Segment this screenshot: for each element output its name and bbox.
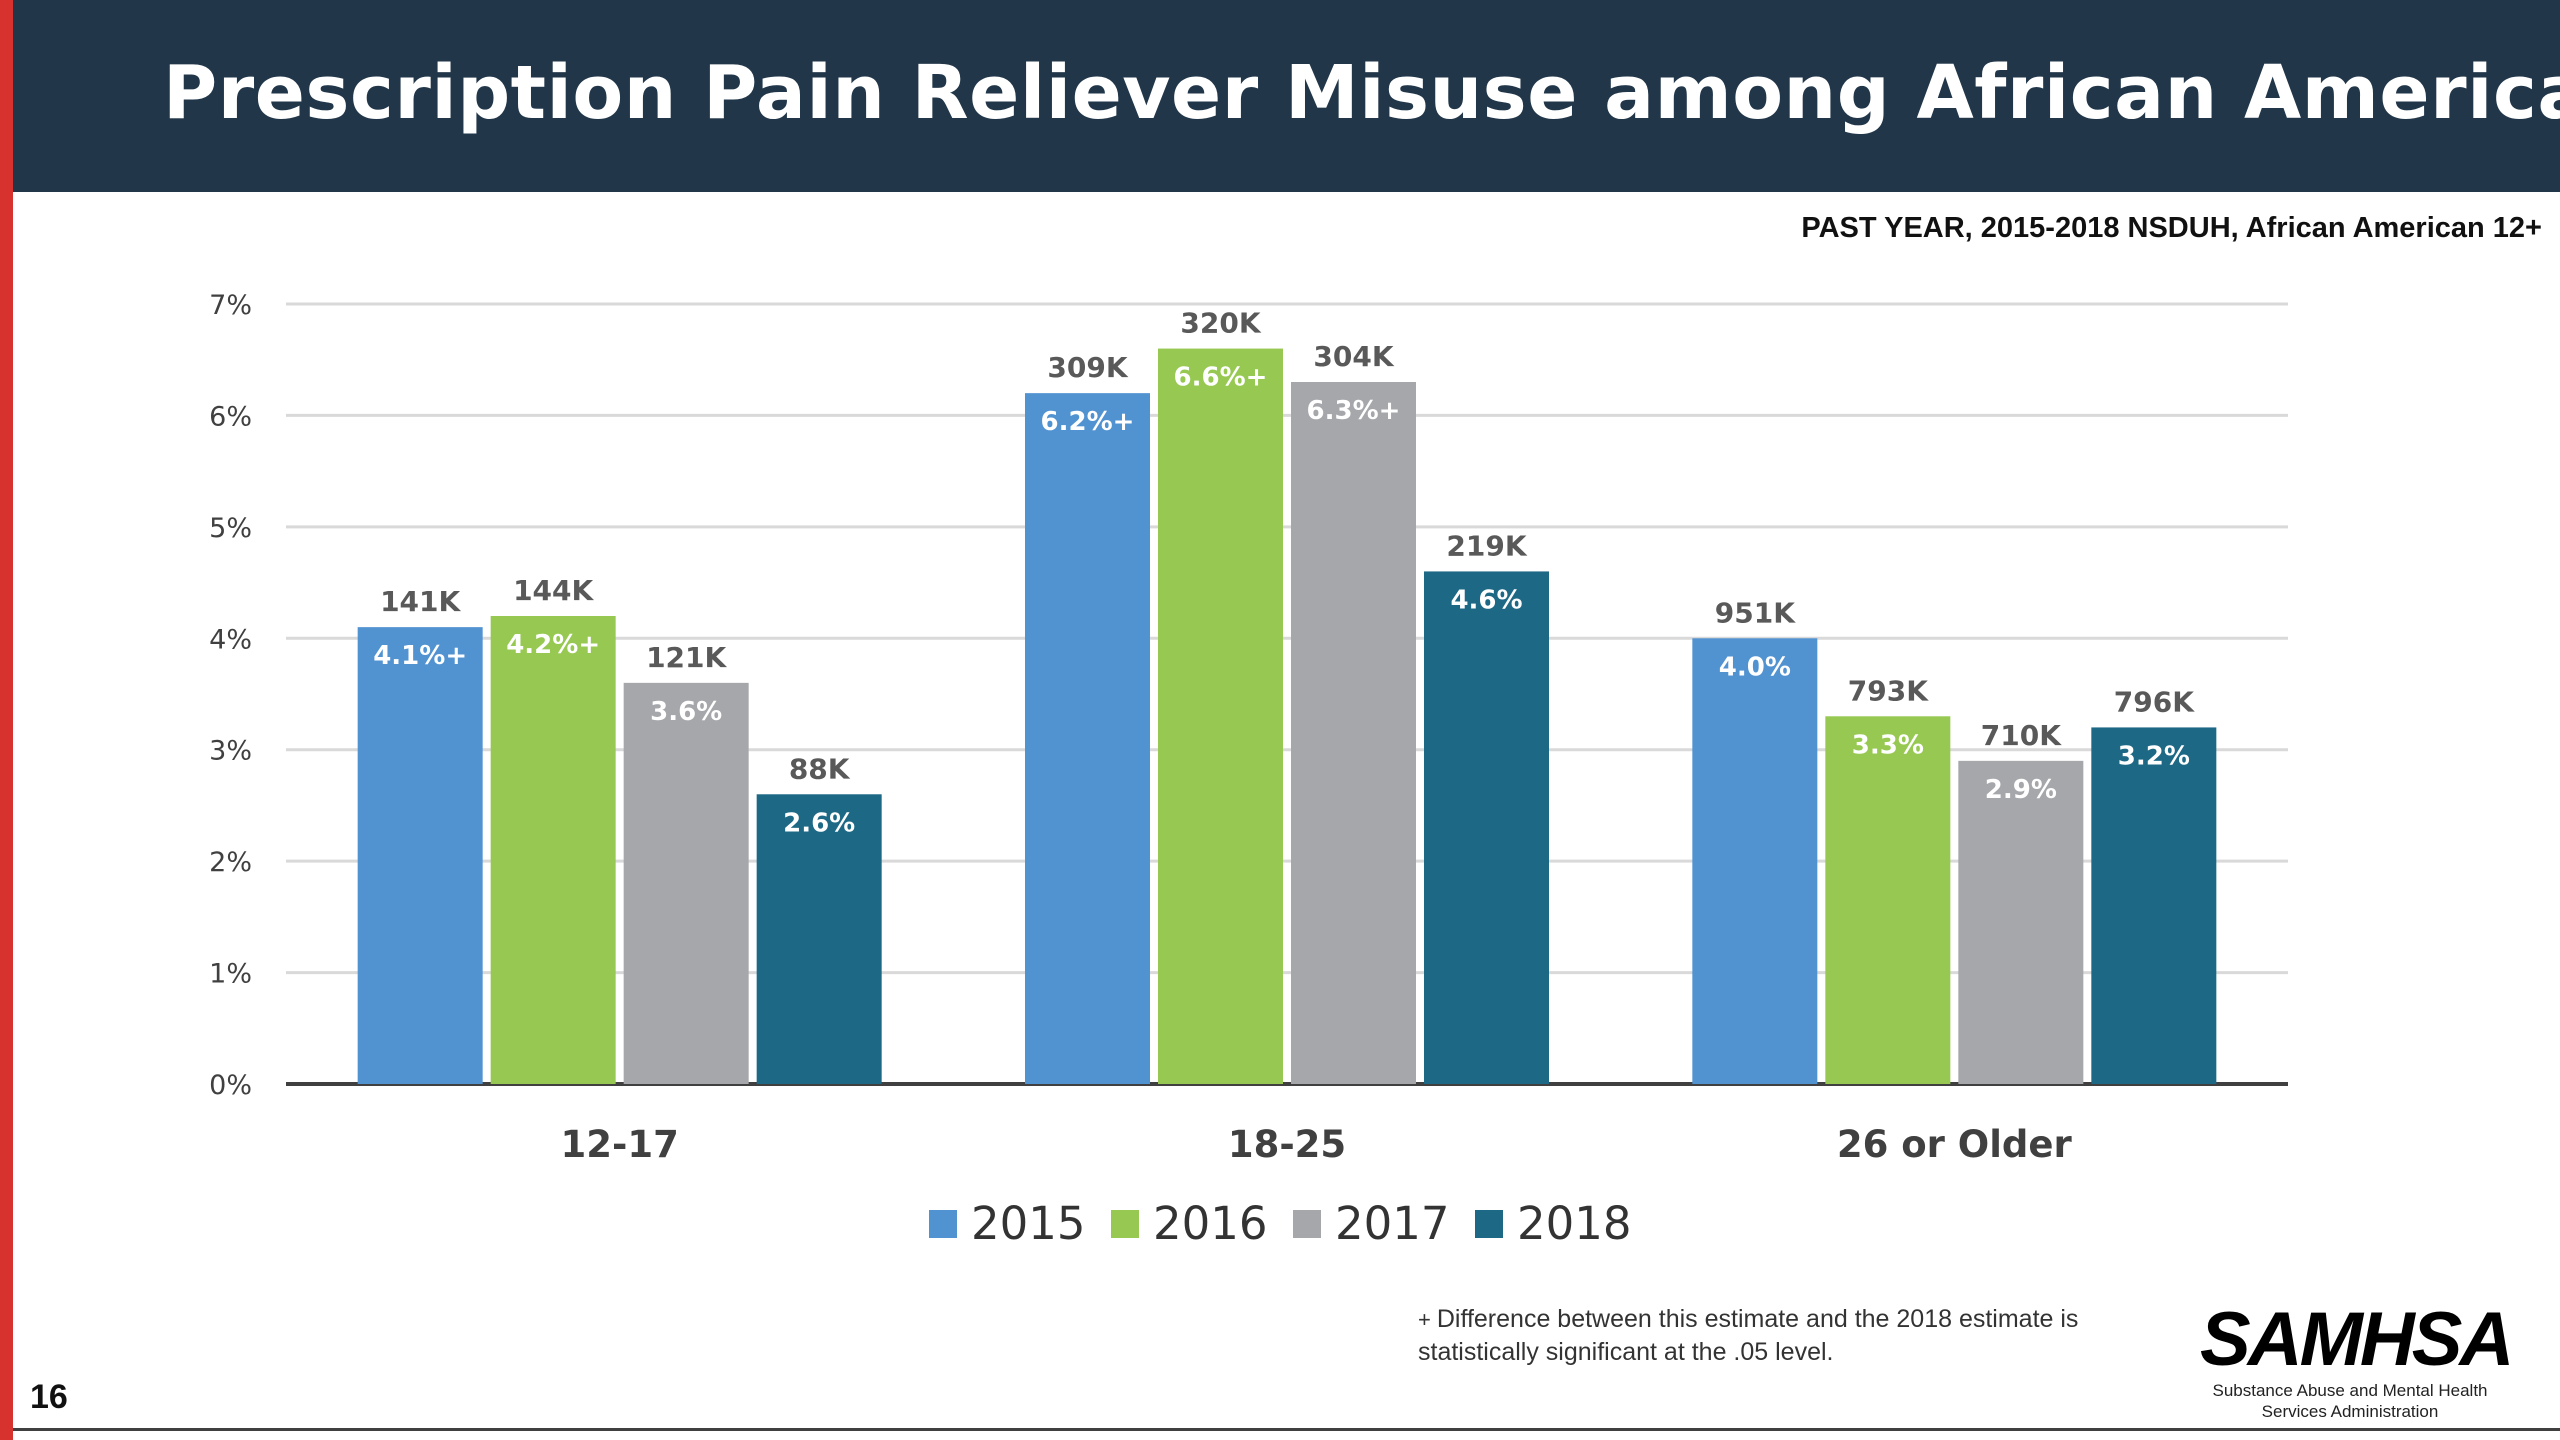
footnote: + Difference between this estimate and th… xyxy=(1418,1303,2158,1368)
y-tick-label: 7% xyxy=(209,290,252,321)
bar xyxy=(490,616,616,1084)
bar-percent-label: 6.3%+ xyxy=(1307,396,1401,426)
bar-percent-label: 4.1%+ xyxy=(373,641,467,671)
y-tick-label: 0% xyxy=(209,1070,252,1101)
bar-percent-label: 4.0% xyxy=(1719,652,1791,682)
bar-percent-label: 6.2%+ xyxy=(1041,407,1135,437)
bar xyxy=(1825,716,1951,1084)
bar-count-label: 710K xyxy=(1981,719,2062,752)
page-number: 16 xyxy=(30,1378,68,1416)
bar xyxy=(1158,348,1283,1085)
bar-count-label: 320K xyxy=(1180,307,1261,340)
bar xyxy=(1025,393,1150,1085)
y-tick-label: 6% xyxy=(209,401,252,432)
bar-percent-label: 2.9% xyxy=(1985,775,2057,805)
legend-swatch xyxy=(1293,1210,1321,1238)
samhsa-logo: SAMHSA Substance Abuse and Mental Health… xyxy=(2200,1297,2514,1422)
y-tick-label: 2% xyxy=(209,847,252,878)
bar-count-label: 121K xyxy=(646,641,727,674)
category-label: 12-17 xyxy=(560,1123,678,1166)
footnote-text: Difference between this estimate and the… xyxy=(1418,1305,2079,1366)
legend-swatch xyxy=(1111,1210,1139,1238)
accent-bar xyxy=(0,0,13,1440)
bar xyxy=(1424,571,1549,1084)
y-tick-label: 3% xyxy=(209,736,252,767)
bar-percent-label: 3.2% xyxy=(2118,741,2190,771)
bar-percent-label: 3.3% xyxy=(1852,730,1924,760)
bar-count-label: 219K xyxy=(1446,529,1527,562)
bar xyxy=(1692,638,1818,1084)
y-tick-label: 1% xyxy=(209,959,252,990)
bar-count-label: 796K xyxy=(2114,685,2195,718)
legend-label: 2016 xyxy=(1153,1197,1268,1250)
title-bar: Prescription Pain Reliever Misuse among … xyxy=(13,0,2560,192)
page-title: Prescription Pain Reliever Misuse among … xyxy=(163,50,2560,136)
legend-label: 2018 xyxy=(1517,1197,1632,1250)
bar-percent-label: 4.6% xyxy=(1450,585,1522,615)
logo-subtext: Substance Abuse and Mental Health Servic… xyxy=(2212,1381,2488,1421)
bar-percent-label: 3.6% xyxy=(650,697,722,727)
bar xyxy=(357,627,483,1084)
chart-subtitle: PAST YEAR, 2015-2018 NSDUH, African Amer… xyxy=(1801,212,2542,244)
footnote-marker: + xyxy=(1418,1307,1431,1332)
legend-label: 2017 xyxy=(1335,1197,1450,1250)
category-label: 26 or Older xyxy=(1837,1123,2073,1166)
bar-count-label: 141K xyxy=(380,585,461,618)
bar-count-label: 144K xyxy=(513,574,594,607)
bar-count-label: 793K xyxy=(1848,674,1929,707)
bar-count-label: 309K xyxy=(1047,351,1128,384)
logo-wordmark: SAMHSA xyxy=(2200,1297,2514,1382)
y-tick-label: 4% xyxy=(209,624,252,655)
bar-percent-label: 6.6%+ xyxy=(1174,363,1268,393)
bar-count-label: 88K xyxy=(789,752,851,785)
category-label: 18-25 xyxy=(1228,1123,1346,1166)
bar xyxy=(623,682,749,1084)
bottom-divider xyxy=(13,1428,2560,1431)
legend-swatch xyxy=(929,1210,957,1238)
bar-count-label: 951K xyxy=(1715,596,1796,629)
bar xyxy=(1958,760,2084,1084)
bar xyxy=(756,794,882,1084)
bar-percent-label: 4.2%+ xyxy=(506,630,600,660)
bar xyxy=(2091,727,2217,1084)
legend-label: 2015 xyxy=(971,1197,1086,1250)
bar-count-label: 304K xyxy=(1313,340,1394,373)
y-tick-label: 5% xyxy=(209,513,252,544)
bar-percent-label: 2.6% xyxy=(783,808,855,838)
legend-swatch xyxy=(1475,1210,1503,1238)
bar xyxy=(1291,382,1416,1084)
